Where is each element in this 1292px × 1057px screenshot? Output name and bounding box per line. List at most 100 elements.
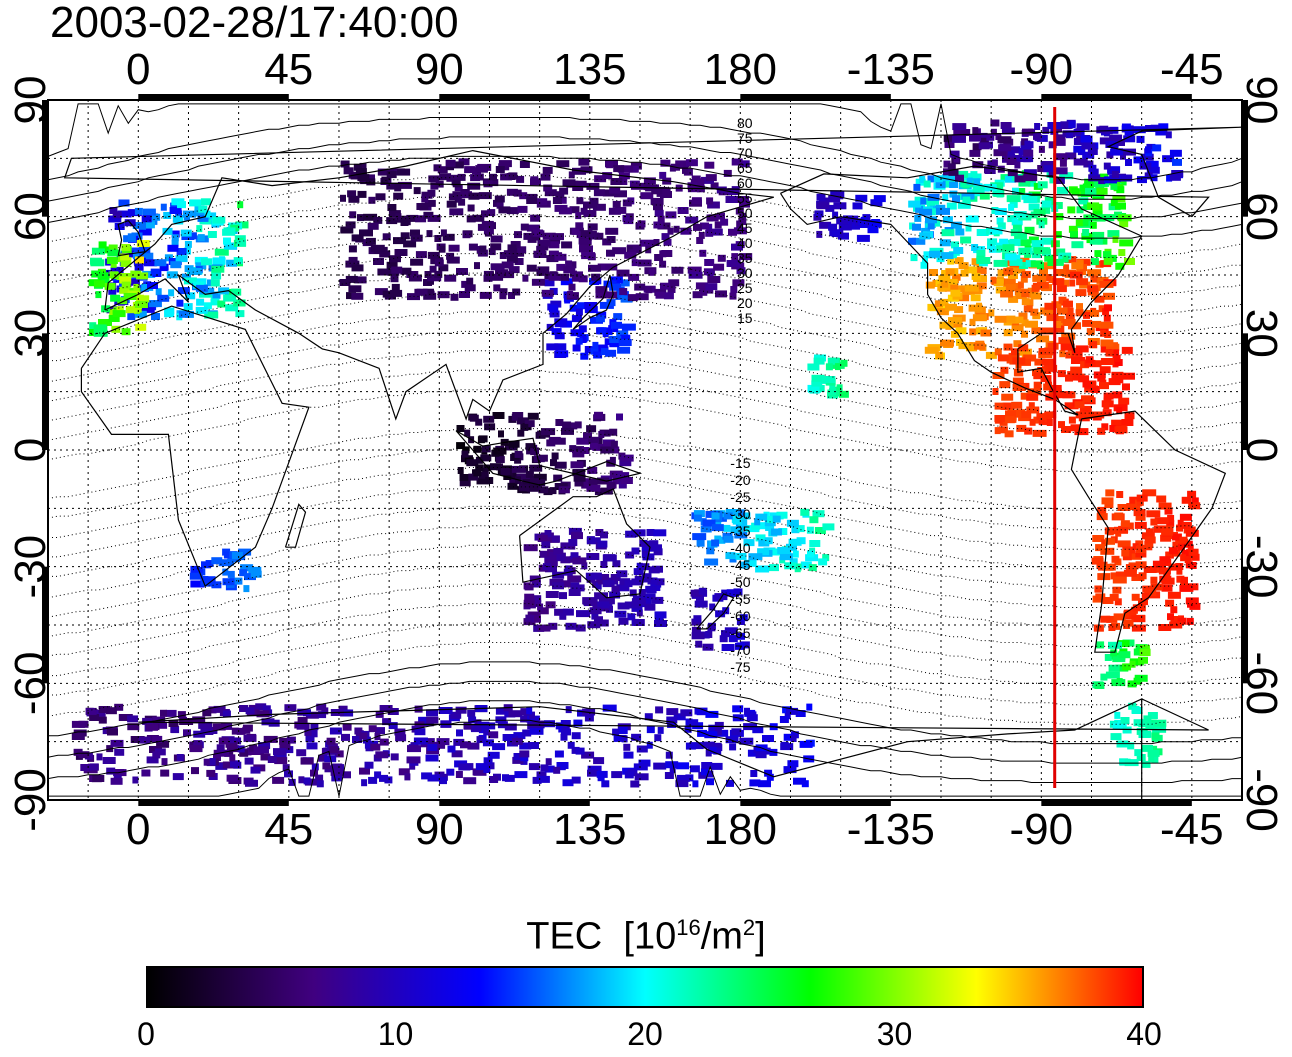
tec-dot bbox=[771, 528, 782, 536]
tec-dot bbox=[721, 644, 735, 651]
tec-dot bbox=[948, 168, 959, 176]
tec-dot bbox=[1013, 211, 1027, 219]
tec-dot bbox=[739, 253, 753, 261]
tec-dot bbox=[1109, 593, 1119, 601]
tec-dot bbox=[947, 163, 956, 171]
tec-dot bbox=[652, 565, 663, 573]
tec-dot bbox=[525, 715, 540, 723]
tec-dot bbox=[434, 270, 443, 278]
tec-dot bbox=[225, 288, 234, 296]
tec-dot bbox=[483, 728, 490, 736]
tec-dot bbox=[1115, 262, 1125, 270]
tec-dot bbox=[600, 561, 608, 568]
tec-dot bbox=[990, 119, 1000, 127]
tec-dot bbox=[222, 578, 235, 586]
tec-dot bbox=[1103, 392, 1114, 400]
tec-dot bbox=[93, 280, 105, 288]
tec-dot bbox=[475, 418, 483, 426]
coastline-greenland bbox=[63, 126, 1243, 218]
tec-dot bbox=[594, 592, 609, 600]
tec-dot bbox=[633, 619, 645, 626]
tec-dot bbox=[589, 230, 597, 238]
tec-dot bbox=[1187, 490, 1197, 498]
mag-lat-label: 80 bbox=[737, 115, 753, 131]
tec-dot bbox=[1099, 280, 1114, 288]
tec-dot bbox=[548, 436, 561, 444]
tec-dot bbox=[1065, 313, 1075, 321]
tec-dot bbox=[210, 279, 220, 287]
tec-dot bbox=[938, 275, 951, 283]
tec-dot bbox=[217, 300, 226, 308]
tec-dot bbox=[611, 771, 623, 779]
tec-dot bbox=[1024, 427, 1033, 435]
tec-dot bbox=[580, 352, 589, 360]
tec-dot bbox=[1074, 401, 1085, 409]
tec-dot bbox=[597, 601, 610, 609]
tec-dot bbox=[591, 612, 599, 620]
tec-dot bbox=[568, 171, 575, 179]
tec-dot bbox=[724, 627, 738, 635]
tec-dot bbox=[825, 363, 833, 371]
tec-dot bbox=[481, 220, 494, 228]
tec-dot bbox=[1169, 149, 1182, 157]
tec-dot bbox=[1077, 219, 1089, 227]
tec-dots-layer bbox=[71, 119, 1201, 788]
tec-dot bbox=[457, 467, 464, 474]
tec-dot bbox=[1042, 126, 1050, 134]
tec-dot bbox=[421, 195, 429, 203]
tec-dot bbox=[1081, 142, 1096, 150]
tec-dot bbox=[394, 249, 408, 256]
tec-dot bbox=[536, 268, 545, 276]
tec-dot bbox=[1057, 370, 1066, 378]
tec-dot bbox=[693, 223, 702, 231]
tec-dot bbox=[1115, 571, 1125, 579]
tec-dot bbox=[587, 223, 598, 231]
tec-dot bbox=[1115, 664, 1129, 672]
tec-dot bbox=[1160, 534, 1172, 542]
tec-dot bbox=[1089, 221, 1097, 229]
tec-dot bbox=[1077, 189, 1084, 197]
tec-dot bbox=[972, 178, 981, 186]
tec-dot bbox=[1106, 615, 1118, 623]
tec-dot bbox=[1178, 543, 1185, 551]
tec-dot bbox=[568, 542, 576, 550]
tec-dot bbox=[593, 757, 605, 765]
tec-dot bbox=[594, 232, 604, 240]
tec-dot bbox=[98, 319, 112, 326]
tec-dot bbox=[345, 260, 360, 268]
tec-dot bbox=[835, 363, 841, 371]
tec-dot bbox=[1023, 354, 1037, 362]
tec-dot bbox=[873, 195, 886, 203]
tec-dot bbox=[729, 743, 737, 751]
tec-dot bbox=[1184, 556, 1192, 564]
tec-dot bbox=[526, 224, 540, 232]
tec-dot bbox=[955, 228, 965, 236]
tec-dot bbox=[138, 228, 152, 236]
tec-dot bbox=[425, 754, 439, 762]
tec-dot bbox=[160, 203, 167, 211]
tec-dot bbox=[1161, 577, 1175, 585]
tec-dot bbox=[979, 306, 986, 314]
tec-dot bbox=[152, 735, 163, 743]
tec-dot bbox=[1145, 125, 1156, 132]
tec-dot bbox=[609, 283, 622, 291]
tec-dot bbox=[595, 529, 604, 536]
tec-dot bbox=[615, 206, 627, 214]
tec-dot bbox=[1044, 196, 1056, 204]
tec-dot bbox=[620, 334, 631, 342]
tec-dot bbox=[806, 526, 814, 534]
tec-dot bbox=[1092, 535, 1105, 542]
tec-dot bbox=[828, 195, 841, 203]
tec-dot bbox=[363, 213, 378, 221]
tec-dot bbox=[609, 591, 621, 599]
tec-dot bbox=[1070, 231, 1078, 239]
tec-dot bbox=[552, 233, 564, 241]
tec-dot bbox=[1052, 278, 1065, 286]
tec-dot bbox=[557, 580, 571, 588]
tec-dot bbox=[730, 286, 738, 293]
tec-dot bbox=[472, 214, 485, 222]
tec-dot bbox=[627, 294, 638, 302]
tec-dot bbox=[482, 467, 489, 475]
tec-dot bbox=[1135, 540, 1144, 548]
tec-dot bbox=[567, 741, 575, 749]
